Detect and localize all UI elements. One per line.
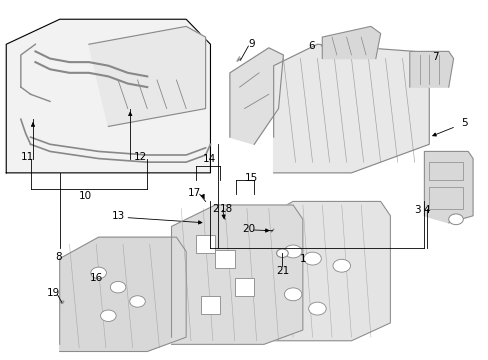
Text: 10: 10 (78, 191, 91, 201)
Circle shape (101, 310, 116, 321)
Circle shape (276, 249, 287, 257)
Circle shape (284, 245, 301, 258)
Text: 12: 12 (133, 152, 146, 162)
Text: 13: 13 (111, 211, 124, 221)
Text: 17: 17 (188, 188, 201, 198)
Bar (196, 235, 215, 253)
Polygon shape (254, 202, 389, 341)
Circle shape (129, 296, 145, 307)
Circle shape (303, 252, 321, 265)
Bar (234, 278, 254, 296)
Circle shape (110, 282, 125, 293)
Text: 11: 11 (21, 152, 34, 162)
Text: 5: 5 (460, 118, 467, 128)
Text: 9: 9 (248, 39, 255, 49)
Text: 15: 15 (244, 173, 258, 183)
Text: 4: 4 (423, 205, 429, 215)
Polygon shape (322, 26, 380, 59)
Polygon shape (6, 19, 210, 173)
Circle shape (308, 302, 325, 315)
Text: 8: 8 (55, 252, 62, 262)
Text: 14: 14 (203, 154, 216, 163)
Polygon shape (60, 237, 186, 351)
Text: 19: 19 (47, 288, 60, 297)
Bar (428, 187, 462, 208)
Text: 3: 3 (413, 205, 420, 215)
Text: 21: 21 (275, 266, 288, 276)
Text: 16: 16 (89, 273, 102, 283)
Polygon shape (409, 51, 453, 87)
Text: 20: 20 (242, 224, 254, 234)
Circle shape (91, 267, 106, 279)
Text: 7: 7 (431, 52, 438, 62)
Bar (428, 162, 462, 180)
Polygon shape (89, 26, 205, 126)
Polygon shape (229, 48, 283, 144)
Circle shape (448, 214, 462, 225)
Polygon shape (273, 44, 428, 173)
Circle shape (332, 259, 350, 272)
Bar (201, 296, 220, 314)
Bar (215, 249, 234, 267)
Polygon shape (171, 205, 302, 344)
Text: 1: 1 (299, 253, 305, 264)
Polygon shape (424, 152, 472, 223)
Text: 18: 18 (220, 203, 233, 213)
Text: 2: 2 (212, 203, 218, 213)
Circle shape (284, 288, 301, 301)
Text: 6: 6 (307, 41, 314, 51)
